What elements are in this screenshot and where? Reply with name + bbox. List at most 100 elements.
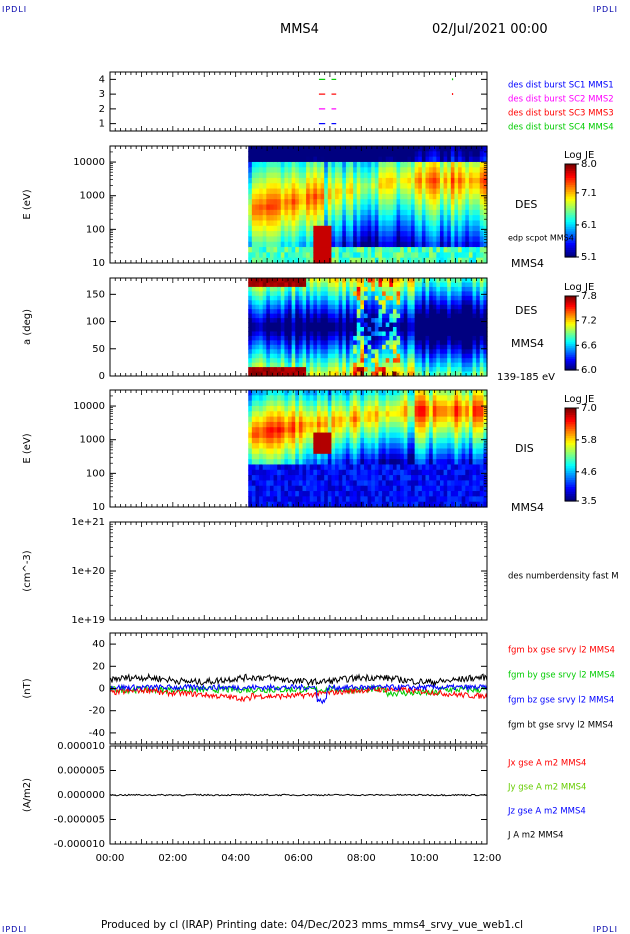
des-energy-cell <box>472 215 477 222</box>
des-pitch-colorbar-cell <box>565 312 576 316</box>
dis-energy-cell <box>306 448 311 455</box>
dis-energy-cell <box>288 443 293 450</box>
dis-energy-cell <box>443 405 448 412</box>
dis-energy-cell <box>349 485 354 492</box>
des-energy-cell <box>356 151 361 158</box>
des-pitch-cell <box>468 295 474 301</box>
des-energy-cell <box>291 167 296 174</box>
dis-energy-cell <box>306 464 311 471</box>
dis-energy-cell <box>335 475 340 482</box>
des-pitch-cell <box>363 371 369 377</box>
des-energy-cell <box>335 146 340 152</box>
dis-energy-cell <box>360 496 365 503</box>
des-pitch-colorbar-cell <box>565 351 576 354</box>
des-energy-cell <box>479 215 484 222</box>
dis-energy-cell <box>382 459 387 466</box>
des-energy-cell <box>389 257 394 264</box>
dis-energy-cell <box>320 432 325 439</box>
des-pitch-cell <box>392 367 398 373</box>
dis-energy-cell <box>392 437 398 444</box>
dis-energy-cell <box>353 400 358 407</box>
des-pitch-cell <box>389 300 394 306</box>
des-pitch-cell <box>411 300 416 306</box>
dis-energy-cell <box>316 485 322 492</box>
des-energy-cell <box>356 225 361 232</box>
des-pitch-colorbar-cell <box>565 327 576 330</box>
dis-energy-cell <box>324 496 329 503</box>
des-energy-cell <box>429 209 434 216</box>
des-pitch-cell <box>425 358 430 364</box>
dis-energy-cell <box>295 432 300 439</box>
des-pitch-cell <box>363 309 369 315</box>
des-energy-cell <box>291 161 296 168</box>
des-pitch-cell <box>374 286 380 292</box>
des-pitch-cell <box>335 371 340 377</box>
des-pitch-cell <box>335 331 340 337</box>
des-pitch-cell <box>338 304 343 310</box>
des-pitch-cell <box>306 340 311 346</box>
des-pitch-cell <box>389 353 394 359</box>
dis-energy-cell <box>371 400 376 407</box>
des-pitch-cell <box>288 322 293 328</box>
des-energy-cell <box>374 241 380 248</box>
dis-energy-cell <box>421 405 427 412</box>
dis-energy-cell <box>411 491 416 497</box>
dis-energy-cell <box>291 501 296 508</box>
dis-energy-cell <box>313 400 318 407</box>
des-pitch-cell <box>367 291 372 297</box>
des-energy-cell <box>436 236 441 243</box>
des-energy-cell <box>342 193 347 200</box>
des-energy-cell <box>320 231 325 238</box>
des-energy-cell <box>291 252 296 259</box>
dis-energy-cell <box>436 421 441 428</box>
des-energy-cell <box>400 209 405 216</box>
des-energy-cell <box>284 204 289 211</box>
dis-energy-cell <box>255 496 260 503</box>
des-pitch-cell <box>418 331 423 337</box>
des-pitch-cell <box>277 371 282 377</box>
des-energy-cell <box>295 220 300 227</box>
des-pitch-cell <box>295 362 300 368</box>
dis-energy-cell <box>259 421 264 428</box>
dis-energy-cell <box>302 459 307 466</box>
dis-energy-cell <box>414 411 419 418</box>
des-pitch-cell <box>349 335 354 341</box>
des-energy-cell <box>255 172 260 179</box>
des-energy-cell <box>403 193 409 200</box>
dis-energy-cell <box>284 480 289 487</box>
des-pitch-cell <box>447 331 452 337</box>
dis-energy-cell <box>353 491 358 497</box>
des-energy-cell <box>454 241 459 248</box>
dis-energy-cell <box>447 395 452 402</box>
dis-energy-cell <box>295 405 300 412</box>
des-energy-ytick-label: 100 <box>86 224 105 235</box>
des-pitch-cell <box>425 371 430 377</box>
des-pitch-cell <box>324 300 329 306</box>
des-energy-cell <box>411 231 416 238</box>
des-energy-cell <box>400 231 405 238</box>
dis-energy-cell <box>439 501 445 508</box>
des-pitch-cell <box>313 340 318 346</box>
dis-energy-cell <box>418 437 423 444</box>
dis-energy-cell <box>367 475 372 482</box>
des-pitch-cell <box>461 335 466 341</box>
dis-energy-cell <box>414 469 419 476</box>
des-energy-cell <box>360 161 365 168</box>
des-energy-cell <box>392 161 398 168</box>
des-energy-cell <box>273 167 278 174</box>
des-pitch-cell <box>291 335 296 341</box>
dis-energy-cell <box>411 443 416 450</box>
des-pitch-cell <box>284 300 289 306</box>
des-pitch-cell <box>288 344 293 350</box>
des-energy-cell <box>465 209 470 216</box>
des-pitch-cell <box>266 344 271 350</box>
des-energy-cell <box>472 204 477 211</box>
dis-energy-cell <box>374 432 380 439</box>
dis-energy-cell <box>371 475 376 482</box>
des-energy-cell <box>335 220 340 227</box>
dis-energy-cell <box>349 469 354 476</box>
des-energy-cell <box>476 183 481 190</box>
des-pitch-cell <box>291 331 296 337</box>
des-energy-cell <box>331 172 336 179</box>
des-energy-cell <box>400 188 405 195</box>
